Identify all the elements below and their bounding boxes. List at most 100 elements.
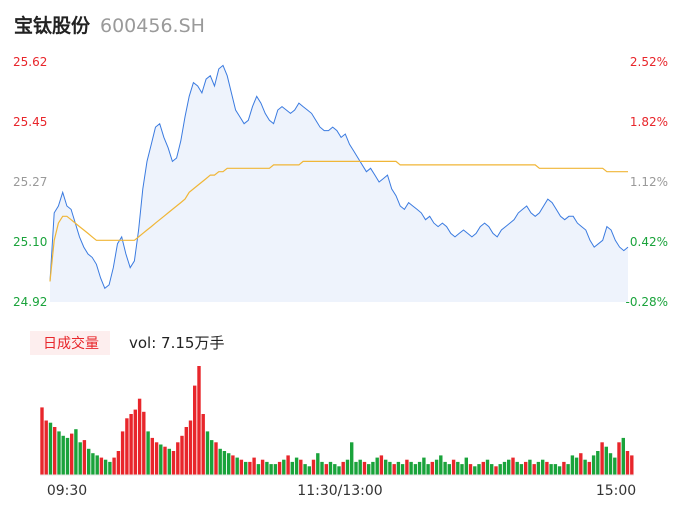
volume-bar (417, 461, 422, 475)
volume-bar (65, 437, 70, 475)
volume-bar (426, 464, 430, 475)
volume-bar (201, 414, 205, 475)
volume-bar (150, 437, 154, 475)
volume-bar (176, 442, 180, 475)
volume-bar (82, 440, 87, 475)
time-tick-label: 09:30 (47, 483, 87, 499)
volume-bar (477, 464, 481, 475)
volume-bar (443, 461, 447, 475)
volume-bar (227, 453, 231, 475)
volume-bar (256, 464, 261, 475)
volume-bar (129, 414, 133, 475)
volume-bar (299, 459, 303, 475)
volume-bar (464, 457, 468, 475)
volume-bar (40, 407, 44, 475)
volume-bar (345, 459, 350, 475)
volume-bar (621, 437, 625, 475)
volume-bar (307, 466, 311, 475)
volume-bar (235, 457, 239, 475)
volume-bar (494, 466, 498, 475)
volume-bar (625, 451, 630, 475)
volume-bar (324, 464, 328, 475)
volume-bar (108, 461, 112, 475)
volume-bar (231, 455, 235, 475)
volume-bar (74, 429, 78, 475)
stock-name: 宝钛股份 (14, 14, 91, 37)
volume-bar (248, 461, 252, 475)
volume-bar (193, 385, 197, 475)
volume-bar (566, 464, 570, 475)
volume-bar (367, 464, 371, 475)
volume-bar (125, 418, 129, 475)
volume-bar (205, 431, 210, 475)
price-tick-label: 25.27 (13, 175, 47, 189)
percent-tick-label: 2.52% (630, 55, 668, 69)
volume-bar (498, 464, 502, 475)
volume-bar (502, 461, 507, 475)
volume-bar (286, 455, 290, 475)
volume-bar (422, 457, 426, 475)
volume-bar (103, 459, 108, 475)
price-tick-label: 24.92 (13, 295, 47, 309)
volume-bar (333, 464, 337, 475)
volume-bar (350, 442, 354, 475)
volume-bar (337, 466, 341, 475)
avg-price-line (49, 160, 628, 282)
volume-bar (95, 455, 99, 475)
volume-bar (137, 398, 142, 475)
volume-bar (579, 453, 583, 475)
volume-bar (260, 459, 265, 475)
volume-bar (379, 455, 384, 475)
volume-bar (507, 459, 511, 475)
volume-bar (78, 442, 82, 475)
volume-bar (473, 466, 477, 475)
volume-total: vol: 7.15万手 (129, 334, 224, 352)
volume-bar (553, 464, 558, 475)
price-area (50, 65, 628, 303)
axis-ticks: 25.62 25.45 25.27 25.10 24.92 2.52% 1.82% 1.12%… (13, 55, 668, 309)
volume-bar (320, 461, 324, 475)
volume-bar (570, 455, 575, 475)
volume-bar (87, 448, 91, 475)
volume-bar (524, 461, 528, 475)
volume-badge: 日成交量 (43, 335, 99, 352)
volume-bar (375, 457, 379, 475)
price-tick-label: 25.62 (13, 55, 47, 69)
volume-bar (311, 459, 316, 475)
volume-bar (490, 464, 494, 475)
volume-bar (44, 420, 48, 475)
volume-bar (239, 459, 244, 475)
volume-bar (608, 453, 613, 475)
time-tick-label: 15:00 (596, 483, 636, 499)
volume-bar (197, 366, 201, 475)
volume-bar (400, 464, 405, 475)
volume-bar (485, 459, 490, 475)
volume-bar (562, 461, 566, 475)
volume-bar (630, 455, 634, 475)
volume-bar (48, 422, 53, 475)
volume-bar (188, 420, 193, 475)
volume-bar (120, 431, 125, 475)
stock-code: 600456.SH (100, 15, 205, 37)
volume-bar (303, 464, 307, 475)
volume-bar (600, 442, 604, 475)
price-tick-label: 25.10 (13, 235, 47, 249)
percent-tick-label: -0.28% (626, 295, 668, 309)
volume-bar (392, 464, 396, 475)
volume-bar (269, 464, 273, 475)
volume-bar (146, 431, 150, 475)
volume-bar (273, 464, 278, 475)
volume-bar (456, 461, 460, 475)
volume-bar (159, 444, 163, 475)
volume-bar (541, 459, 545, 475)
price-line (49, 64, 629, 290)
volume-bar (244, 461, 248, 475)
volume-bar (384, 459, 388, 475)
volume-bar (252, 457, 256, 475)
volume-bar (549, 464, 553, 475)
volume-bar (154, 442, 159, 475)
volume-bar (214, 442, 218, 475)
volume-bar (358, 459, 362, 475)
volume-bar (341, 461, 345, 475)
volume-bar (430, 461, 434, 475)
